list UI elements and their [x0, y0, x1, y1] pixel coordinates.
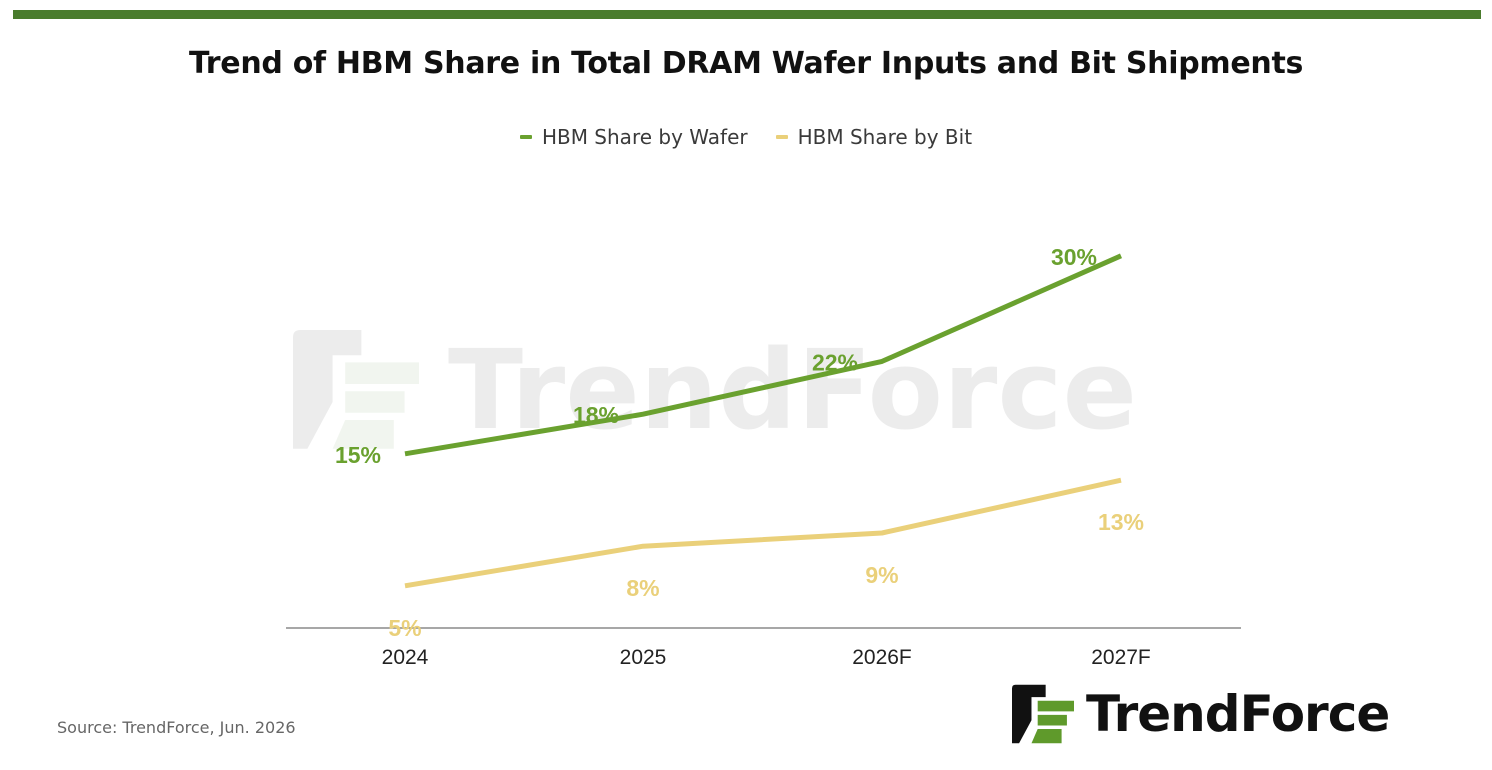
watermark-text: TrendForce	[448, 326, 1137, 454]
series-line-bit	[404, 477, 1122, 589]
watermark-logo-icon	[293, 330, 419, 449]
legend-label-wafer: HBM Share by Wafer	[541, 125, 748, 149]
legend-swatch-bit	[775, 135, 788, 139]
source-note: Source: TrendForce, Jun. 2026	[57, 718, 296, 737]
x-tick-label: 2026F	[852, 646, 912, 669]
x-tick-label: 2025	[620, 646, 667, 669]
series-line-wafer	[404, 253, 1123, 457]
legend-entry-wafer: HBM Share by Wafer	[519, 125, 748, 149]
brand-wordmark: TrendForce	[1086, 685, 1390, 743]
top-accent-bar	[13, 10, 1481, 19]
data-label-wafer: 15%	[335, 442, 381, 468]
data-label-wafer: 18%	[573, 402, 619, 428]
x-tick-labels: 2024 2025 2026F 2027F	[382, 646, 1151, 669]
legend-swatch-wafer	[519, 135, 532, 139]
data-label-bit: 9%	[865, 562, 898, 588]
brand-logo: TrendForce	[1012, 683, 1390, 745]
legend-label-bit: HBM Share by Bit	[797, 125, 973, 149]
legend-entry-bit: HBM Share by Bit	[775, 125, 973, 149]
chart-title: Trend of HBM Share in Total DRAM Wafer I…	[188, 46, 1304, 81]
x-tick-label: 2024	[382, 646, 429, 669]
data-label-wafer: 30%	[1051, 244, 1097, 270]
data-label-bit: 13%	[1098, 509, 1144, 535]
watermark: TrendForce	[293, 326, 1137, 454]
trendforce-logo-icon	[1012, 684, 1074, 744]
chart-legend: HBM Share by Wafer HBM Share by Bit	[0, 125, 1492, 149]
data-label-bit: 8%	[626, 575, 659, 601]
data-label-wafer: 22%	[812, 349, 858, 375]
data-label-bit: 5%	[388, 615, 421, 641]
x-tick-label: 2027F	[1091, 646, 1151, 669]
series-layer: 15% 18% 22% 30% 5% 8% 9% 13%	[335, 244, 1144, 641]
